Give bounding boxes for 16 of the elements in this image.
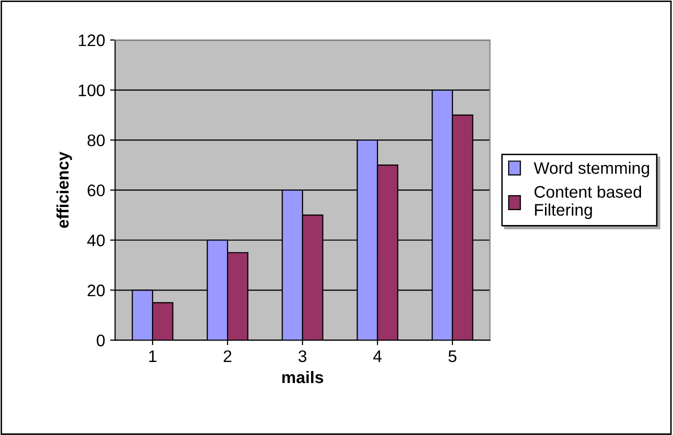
x-tick-label: 3 [298,350,306,362]
y-tick-label: 40 [87,234,105,246]
x-tick-label: 2 [224,350,232,362]
y-tick-label: 120 [78,34,105,46]
legend-label: Word stemming [534,162,650,178]
y-axis-title: efficiency [56,152,72,228]
x-tick-label: 4 [373,350,382,362]
x-tick-label: 5 [448,350,456,362]
y-tick-label: 80 [88,134,105,146]
x-tick-label: 1 [149,350,156,362]
legend-label: Content based Filtering [534,186,642,220]
y-tick-label: 20 [88,284,105,296]
y-tick-label: 60 [88,184,105,196]
y-tick-label: 100 [78,84,105,96]
y-tick-label: 0 [96,334,105,346]
x-axis-title: mails [282,370,324,384]
